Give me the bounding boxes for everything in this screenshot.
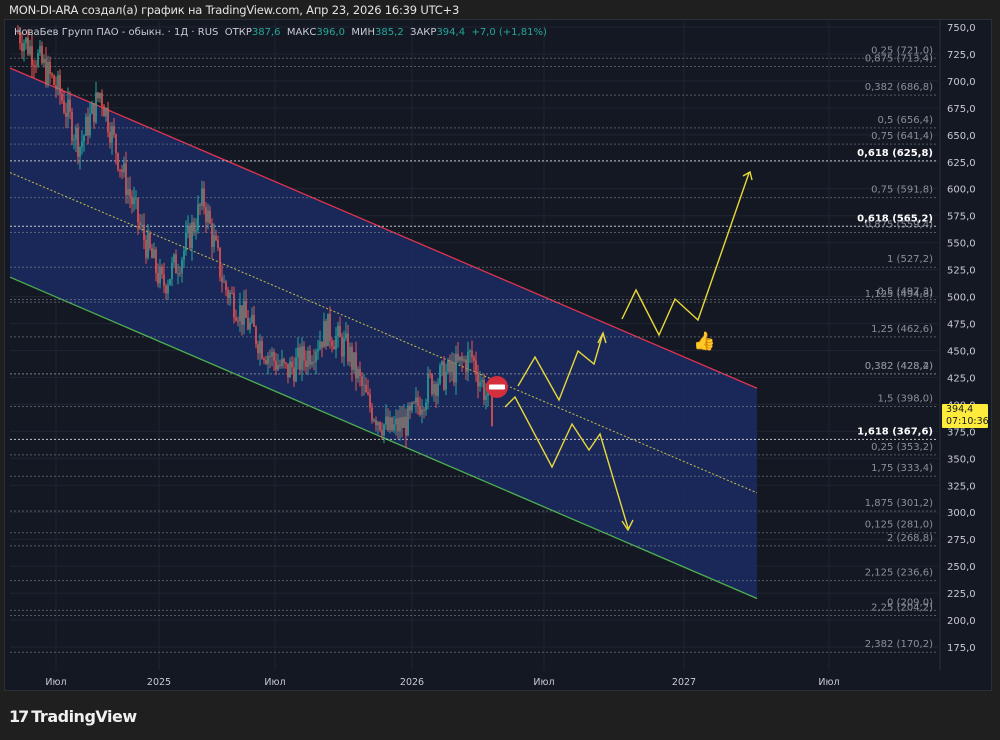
bar-countdown: 07:10:36: [946, 416, 989, 427]
svg-text:475,0: 475,0: [947, 320, 976, 331]
thumbs-up-icon: 👍: [693, 331, 716, 351]
svg-text:275,0: 275,0: [947, 535, 976, 546]
svg-text:675,0: 675,0: [947, 104, 976, 115]
svg-text:500,0: 500,0: [947, 293, 976, 304]
svg-text:1,25 (462,6): 1,25 (462,6): [871, 324, 933, 335]
svg-text:2026: 2026: [400, 677, 424, 688]
svg-text:1,5 (398,0): 1,5 (398,0): [877, 394, 933, 405]
svg-text:200,0: 200,0: [947, 616, 976, 627]
symbol-legend[interactable]: НоваБев Групп ПАО - обыкн. · 1Д · RUS ОТ…: [14, 27, 547, 38]
svg-text:725,0: 725,0: [947, 50, 976, 61]
svg-text:0,618 (625,8): 0,618 (625,8): [857, 148, 933, 159]
svg-text:Июл: Июл: [818, 677, 839, 688]
svg-text:250,0: 250,0: [947, 562, 976, 573]
svg-text:Июл: Июл: [45, 677, 66, 688]
svg-text:2 (268,8): 2 (268,8): [887, 533, 933, 544]
svg-text:575,0: 575,0: [947, 212, 976, 223]
svg-text:2027: 2027: [672, 677, 696, 688]
svg-text:0,382 (428,2): 0,382 (428,2): [865, 361, 933, 372]
high-value: 396,0: [316, 27, 346, 38]
svg-text:0,75 (641,4): 0,75 (641,4): [871, 131, 933, 142]
svg-text:0,125 (281,0): 0,125 (281,0): [865, 520, 933, 531]
symbol-name: НоваБев Групп ПАО - обыкн. · 1Д · RUS: [14, 27, 219, 38]
svg-text:0,875 (713,4): 0,875 (713,4): [865, 53, 933, 64]
svg-text:2,382 (170,2): 2,382 (170,2): [865, 639, 933, 650]
svg-text:0,875 (559,4): 0,875 (559,4): [865, 220, 933, 231]
svg-text:0,25 (353,2): 0,25 (353,2): [871, 442, 933, 453]
svg-text:2025: 2025: [147, 677, 171, 688]
svg-text:0,618 (565,2): 0,618 (565,2): [857, 213, 933, 224]
svg-text:1,875 (301,2): 1,875 (301,2): [865, 498, 933, 509]
svg-text:0,5 (497,3): 0,5 (497,3): [877, 286, 933, 297]
brand-name: TradingView: [31, 707, 137, 726]
tradingview-brand[interactable]: 17 TradingView: [9, 707, 137, 726]
svg-text:600,0: 600,0: [947, 185, 976, 196]
svg-text:0 (209,0): 0 (209,0): [887, 597, 933, 608]
svg-text:175,0: 175,0: [947, 643, 976, 654]
open-value: 387,6: [251, 27, 281, 38]
svg-text:0,25 (721,0): 0,25 (721,0): [871, 45, 933, 56]
change-value: +7,0 (+1,81%): [471, 27, 547, 38]
svg-text:0,382 (686,8): 0,382 (686,8): [865, 82, 933, 93]
no-entry-icon: [486, 376, 508, 398]
svg-text:225,0: 225,0: [947, 589, 976, 600]
svg-text:425,0: 425,0: [947, 373, 976, 384]
svg-text:650,0: 650,0: [947, 131, 976, 142]
low-value: 385,2: [375, 27, 404, 38]
svg-text:Июл: Июл: [533, 677, 554, 688]
svg-text:450,0: 450,0: [947, 346, 976, 357]
chart-caption: MON-DI-ARA создал(а) график на TradingVi…: [9, 3, 460, 17]
svg-text:550,0: 550,0: [947, 239, 976, 250]
svg-text:0,75 (591,8): 0,75 (591,8): [871, 185, 933, 196]
close-value: 394,4: [436, 27, 466, 38]
svg-text:1 (527,2): 1 (527,2): [887, 254, 933, 265]
svg-text:0,5 (656,4): 0,5 (656,4): [877, 115, 933, 126]
svg-text:2,125 (236,6): 2,125 (236,6): [865, 568, 933, 579]
last-price: 394,4: [946, 404, 974, 415]
svg-text:2,25 (204,2): 2,25 (204,2): [871, 603, 933, 614]
tradingview-logo-icon: 17: [9, 707, 29, 726]
svg-text:0,382 (428,4): 0,382 (428,4): [865, 361, 933, 372]
svg-text:750,0: 750,0: [947, 23, 976, 34]
svg-text:375,0: 375,0: [947, 427, 976, 438]
svg-text:350,0: 350,0: [947, 454, 976, 465]
svg-text:Июл: Июл: [264, 677, 285, 688]
svg-text:1,75 (333,4): 1,75 (333,4): [871, 463, 933, 474]
svg-text:300,0: 300,0: [947, 508, 976, 519]
svg-text:525,0: 525,0: [947, 266, 976, 277]
svg-text:1,618 (367,6): 1,618 (367,6): [857, 426, 933, 437]
last-price-tag: 394,4 07:10:36: [942, 404, 989, 428]
svg-text:1,125 (494,8): 1,125 (494,8): [865, 289, 933, 300]
svg-text:700,0: 700,0: [947, 77, 976, 88]
svg-text:325,0: 325,0: [947, 481, 976, 492]
svg-text:625,0: 625,0: [947, 158, 976, 169]
